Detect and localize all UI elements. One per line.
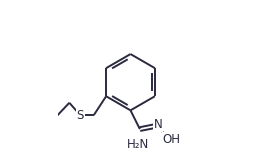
Text: S: S (76, 108, 84, 121)
Text: N: N (153, 118, 162, 131)
Text: H₂N: H₂N (127, 138, 149, 151)
Text: OH: OH (163, 133, 181, 146)
